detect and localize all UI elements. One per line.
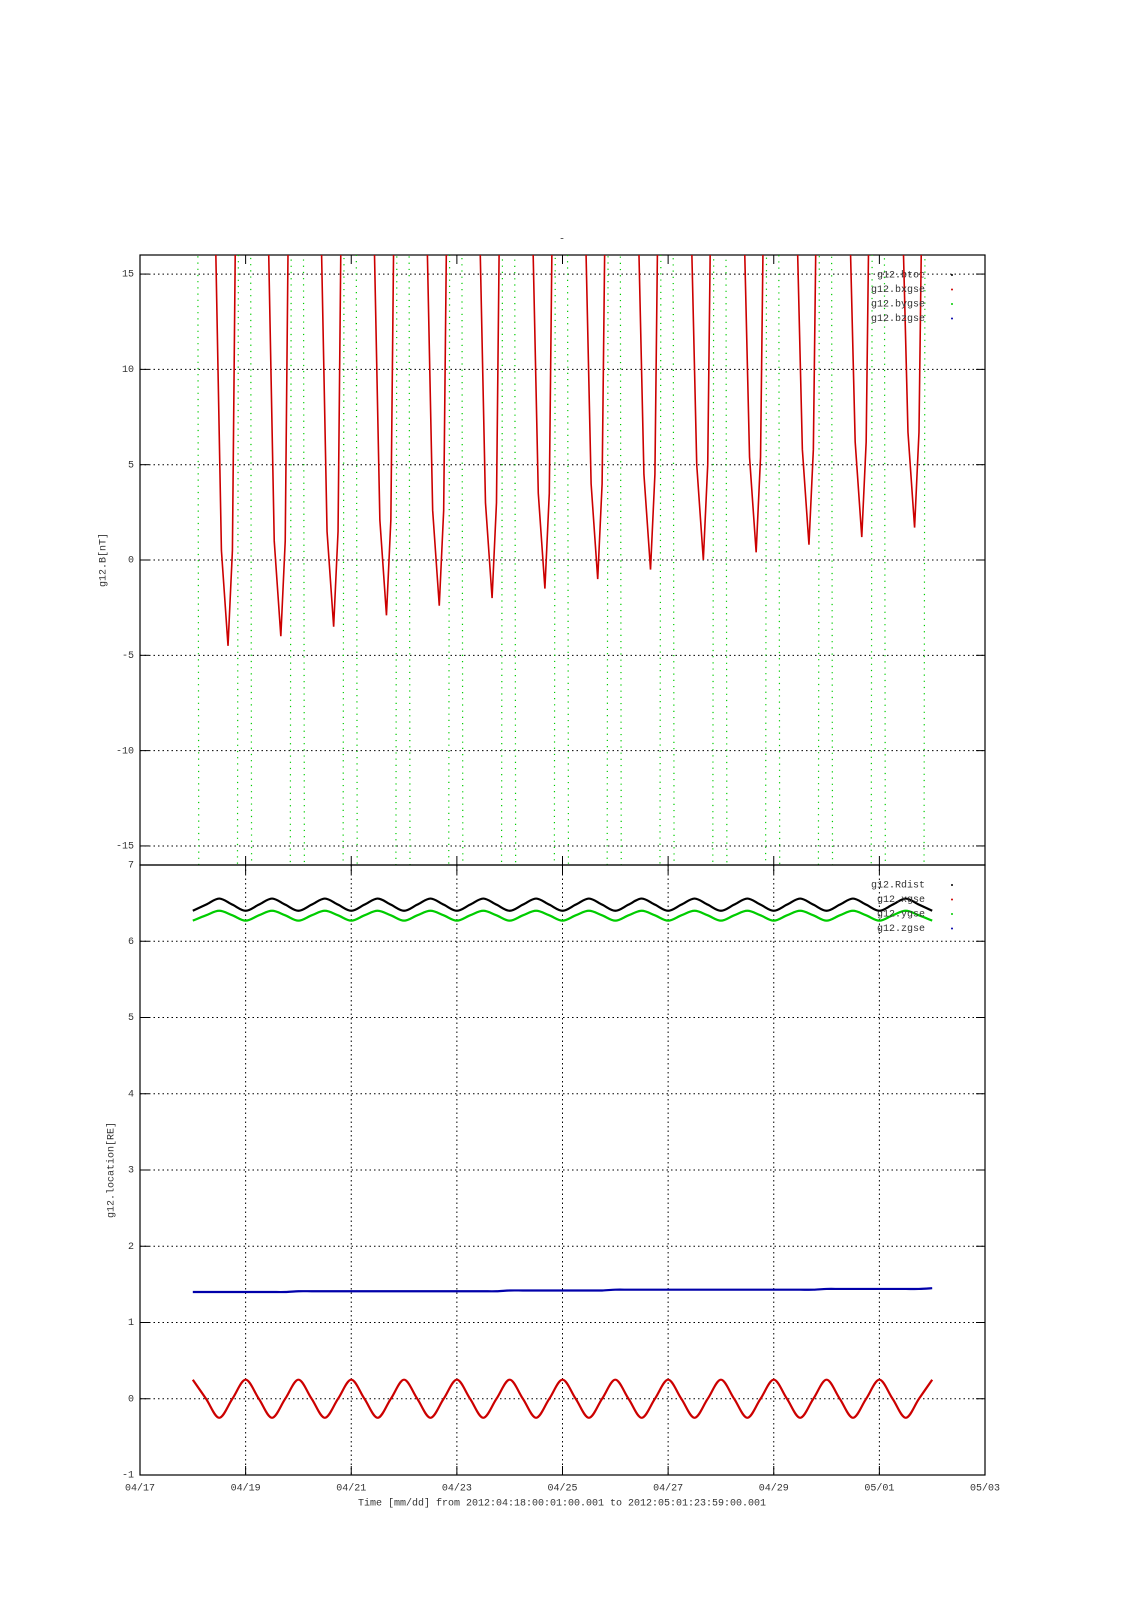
x-axis-title: Time [mm/dd] from 2012:04:18:00:01:00.00… bbox=[358, 1498, 766, 1510]
x-tick-label: 04/17 bbox=[125, 1483, 155, 1495]
y-tick-label: 4 bbox=[128, 1089, 134, 1100]
series-line bbox=[215, 255, 923, 646]
legend-label: g12.ygse bbox=[877, 910, 925, 921]
x-tick-label: 04/27 bbox=[653, 1483, 683, 1495]
legend-marker bbox=[951, 303, 953, 305]
legend-marker bbox=[951, 913, 953, 915]
series-line bbox=[192, 1287, 933, 1294]
y-tick-label: -10 bbox=[116, 746, 134, 757]
legend-marker bbox=[951, 898, 953, 901]
legend-label: g12.bygse bbox=[871, 299, 925, 311]
y-tick-label: -1 bbox=[122, 1471, 134, 1482]
y-tick-label: 1 bbox=[128, 1318, 134, 1329]
x-tick-label: 05/03 bbox=[970, 1483, 1000, 1495]
legend-marker bbox=[951, 274, 953, 276]
x-tick-label: 05/01 bbox=[864, 1483, 894, 1495]
series-line bbox=[192, 909, 933, 922]
legend-marker bbox=[951, 317, 953, 320]
y-axis-title: g12.B[nT] bbox=[98, 533, 110, 587]
legend-label: g12.xgse bbox=[877, 895, 925, 906]
series-line bbox=[197, 255, 926, 865]
series-line bbox=[191, 1378, 934, 1419]
legend-marker bbox=[951, 927, 953, 930]
legend-label: g12.bxgse bbox=[871, 284, 925, 296]
legend-label: g12.Rdist bbox=[871, 880, 925, 892]
y-tick-label: 10 bbox=[122, 365, 134, 376]
y-axis-title: g12.location[RE] bbox=[106, 1122, 118, 1218]
legend-marker bbox=[951, 884, 953, 886]
y-tick-label: 3 bbox=[128, 1166, 134, 1177]
x-tick-label: 04/25 bbox=[547, 1483, 577, 1495]
y-tick-label: 5 bbox=[128, 1013, 134, 1024]
x-tick-label: 04/21 bbox=[336, 1483, 366, 1495]
y-tick-label: -15 bbox=[116, 842, 134, 853]
y-tick-label: 15 bbox=[122, 270, 134, 281]
series-line bbox=[192, 897, 933, 912]
x-tick-label: 04/23 bbox=[442, 1483, 472, 1495]
legend-label: g12.btot bbox=[877, 270, 925, 282]
legend-marker bbox=[951, 288, 953, 291]
y-tick-label: 7 bbox=[128, 861, 134, 872]
y-tick-label: 6 bbox=[128, 937, 134, 948]
legend-label: g12.bzgse bbox=[871, 313, 925, 325]
y-tick-label: -5 bbox=[122, 651, 134, 662]
y-tick-label: 0 bbox=[128, 1394, 134, 1405]
y-tick-label: 2 bbox=[128, 1242, 134, 1253]
y-tick-label: 5 bbox=[128, 460, 134, 471]
legend-label: g12.zgse bbox=[877, 924, 925, 935]
x-tick-label: 04/19 bbox=[231, 1483, 261, 1495]
chart-title: - bbox=[559, 235, 565, 246]
plot-frame bbox=[139, 864, 986, 1476]
x-tick-label: 04/29 bbox=[759, 1483, 789, 1495]
y-tick-label: 0 bbox=[128, 556, 134, 567]
